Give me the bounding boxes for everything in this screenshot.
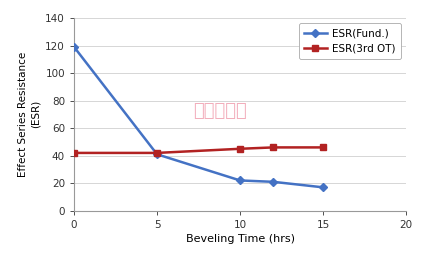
- Line: ESR(Fund.): ESR(Fund.): [71, 44, 326, 190]
- X-axis label: Beveling Time (hrs): Beveling Time (hrs): [186, 234, 294, 244]
- ESR(Fund.): [154, 153, 159, 156]
- Text: 金淓鑫电子: 金淓鑫电子: [193, 102, 247, 120]
- Y-axis label: Effect Series Resistance
(ESR): Effect Series Resistance (ESR): [18, 52, 41, 177]
- ESR(Fund.): [271, 180, 276, 183]
- ESR(3rd OT): [154, 151, 159, 154]
- Legend: ESR(Fund.), ESR(3rd OT): ESR(Fund.), ESR(3rd OT): [299, 23, 401, 59]
- ESR(Fund.): [238, 179, 243, 182]
- ESR(3rd OT): [238, 147, 243, 150]
- ESR(3rd OT): [271, 146, 276, 149]
- ESR(3rd OT): [71, 151, 77, 154]
- ESR(Fund.): [71, 45, 77, 48]
- ESR(3rd OT): [321, 146, 326, 149]
- ESR(Fund.): [321, 186, 326, 189]
- Line: ESR(3rd OT): ESR(3rd OT): [71, 144, 326, 156]
